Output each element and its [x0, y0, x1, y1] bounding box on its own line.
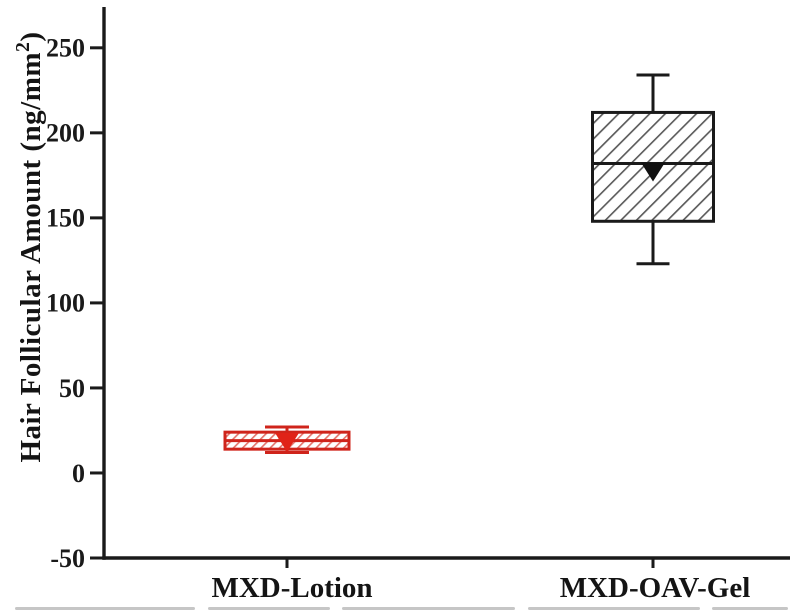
x-category-label-mxd-lotion: MXD-Lotion [211, 572, 373, 604]
y-tick-label: 250 [46, 34, 85, 63]
box-plot-mxd-lotion [223, 425, 351, 455]
y-tick-label: 0 [72, 459, 85, 488]
y-tick-label: 200 [46, 119, 85, 148]
y-axis-title-close: ) [14, 31, 47, 42]
cropped-caption-segment [15, 607, 195, 610]
cropped-caption-segment [712, 607, 788, 610]
y-axis-title-text: Hair Follicular Amount (ng/mm [14, 51, 47, 463]
y-tick-label: -50 [50, 544, 85, 573]
x-category-label-mxd-oav-gel: MXD-OAV-Gel [559, 572, 751, 604]
cropped-caption-segment [528, 607, 700, 610]
y-axis-title-superscript: 2 [12, 41, 35, 52]
mean-marker-triangle-down-icon [641, 162, 665, 182]
y-tick-label: 100 [46, 289, 85, 318]
box-plot-mxd-oav-gel [591, 73, 715, 266]
mean-marker-triangle-down-icon [275, 432, 299, 452]
y-tick-label: 150 [46, 204, 85, 233]
y-tick-label: 50 [59, 374, 85, 403]
y-axis-title: Hair Follicular Amount (ng/mm2) [12, 31, 48, 462]
cropped-caption-segment [342, 607, 515, 610]
cropped-caption-segment [208, 607, 330, 610]
